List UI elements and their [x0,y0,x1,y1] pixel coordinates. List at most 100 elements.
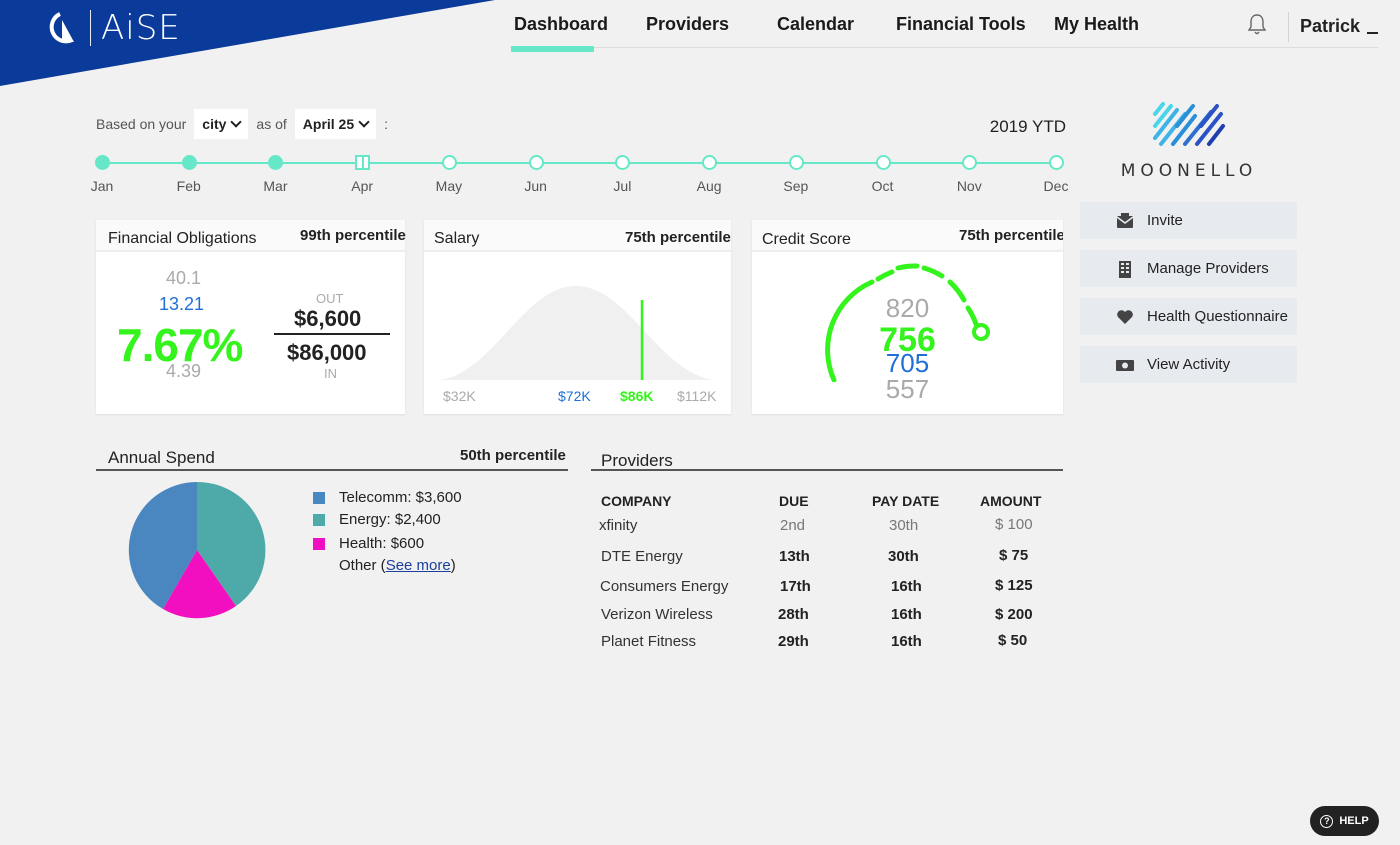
logo-wordmark: AiSE [101,8,181,48]
partner-name: MOONELLO [1120,161,1258,181]
user-menu-icon[interactable] [1367,32,1378,34]
card-title: Salary [434,230,480,247]
filter-suffix: : [384,116,389,132]
timeline-node-sep[interactable] [788,155,804,170]
timeline-node-nov[interactable] [962,155,978,170]
amount-cell: $ 50 [998,632,1028,649]
cash-icon [1115,355,1135,375]
nav-calendar[interactable]: Calendar [777,14,855,34]
month-timeline: Jan Feb Mar Apr May Jun Jul Aug Sep Oct Nov Dec [91,150,1071,200]
salary-high-value: $112K [677,388,717,404]
annual-spend-pie-chart[interactable] [128,481,268,621]
salary-median-value: $72K [558,388,591,404]
timeline-node-aug[interactable] [702,155,718,170]
timeline-label-oct: Oct [871,178,894,194]
salary-card[interactable]: Salary 75th percentile $32K $72K $86K $1… [424,220,731,414]
chevron-down-icon [358,116,370,128]
app-logo[interactable]: AiSE [40,8,181,48]
nav-dashboard[interactable]: Dashboard [514,14,609,34]
legend-swatch [313,491,325,504]
location-dropdown[interactable]: city [194,109,249,139]
invite-label: Invite [1147,212,1183,229]
manage-providers-button[interactable]: Manage Providers [1080,250,1297,287]
pay-date-cell: 16th [891,606,922,623]
company-cell: DTE Energy [601,548,683,565]
header-separator [1288,12,1289,42]
timeline-label-nov: Nov [956,178,982,194]
legend-telecomm: Telecomm: $3,600 [313,489,462,506]
view-activity-label: View Activity [1147,356,1231,373]
timeline-node-apr[interactable] [355,155,371,170]
envelope-icon [1115,211,1135,231]
timeline-node-jun[interactable] [528,155,544,170]
date-dropdown-value: April 25 [302,116,355,132]
out-label: OUT [316,291,344,306]
health-questionnaire-button[interactable]: Health Questionnaire [1080,298,1297,335]
timeline-label-aug: Aug [696,178,722,194]
percentile-label: 75th percentile [959,227,1063,244]
timeline-label-apr: Apr [351,178,374,194]
fo-low-value: 4.39 [166,361,202,381]
credit-score-value: 756 [879,321,936,359]
salary-value: $86K [620,388,654,404]
company-cell: Planet Fitness [601,633,697,650]
legend-label: Telecomm: $3,600 [339,489,462,506]
in-label: IN [324,366,337,381]
financial-obligations-card[interactable]: Financial Obligations 99th percentile 40… [96,220,406,414]
card-header [96,220,405,252]
credit-score-card[interactable]: Credit Score 75th percentile 820 756 705… [752,220,1063,414]
company-cell: Verizon Wireless [601,606,713,623]
user-menu[interactable]: Patrick [1300,16,1361,36]
annual-spend-rule [96,469,568,471]
bell-icon[interactable] [1246,12,1268,36]
legend-swatch [313,513,325,526]
column-header-due: DUE [779,493,809,509]
partner-logo-icon [1153,102,1225,146]
percentile-label: 99th percentile [300,227,406,244]
timeline-node-may[interactable] [441,155,457,170]
heart-icon [1115,307,1135,327]
fo-high-value: 40.1 [166,268,202,288]
filter-bar: Based on your city as of April 25 : [96,108,388,140]
annual-spend-percentile: 50th percentile [460,447,566,464]
filter-middle: as of [256,116,287,132]
timeline-node-mar[interactable] [268,155,284,170]
pay-date-cell: 16th [891,633,922,650]
logo-divider [90,10,91,46]
legend-energy: Energy: $2,400 [313,511,441,528]
manage-providers-label: Manage Providers [1147,260,1269,277]
sail-logo-icon [49,12,74,44]
timeline-node-oct[interactable] [875,155,891,170]
timeline-node-jul[interactable] [615,155,631,170]
column-header-company: COMPANY [601,493,672,509]
legend-label: Health: $600 [339,535,425,552]
nav-my-health[interactable]: My Health [1054,14,1140,34]
timeline-node-feb[interactable] [181,155,197,170]
card-header [424,220,731,252]
due-cell: 13th [779,548,810,565]
timeline-label-feb: Feb [176,178,201,194]
nav-active-indicator [511,46,594,52]
fraction-bar [274,333,390,335]
pay-date-cell: 30th [888,548,919,565]
nav-providers[interactable]: Providers [646,14,730,34]
amount-cell: $ 200 [995,606,1033,623]
filter-prefix: Based on your [96,116,187,132]
fo-median-value: 13.21 [159,294,205,314]
other-suffix: ) [450,557,456,574]
pay-date-cell: 16th [891,578,922,595]
providers-rule [591,469,1063,471]
column-header-pay-date: PAY DATE [872,493,940,509]
company-cell: xfinity [599,517,638,534]
amount-cell: $ 100 [995,516,1033,533]
timeline-node-jan[interactable] [95,155,110,170]
view-activity-button[interactable]: View Activity [1080,346,1297,383]
date-dropdown[interactable]: April 25 [294,109,377,139]
fo-main-value: 7.67% [117,319,243,371]
card-title: Financial Obligations [108,230,257,247]
nav-financial-tools[interactable]: Financial Tools [896,14,1026,34]
timeline-node-dec[interactable] [1049,155,1064,170]
invite-button[interactable]: Invite [1080,202,1297,239]
see-more-link[interactable]: See more [385,557,451,574]
help-button[interactable]: ? HELP [1310,806,1379,836]
